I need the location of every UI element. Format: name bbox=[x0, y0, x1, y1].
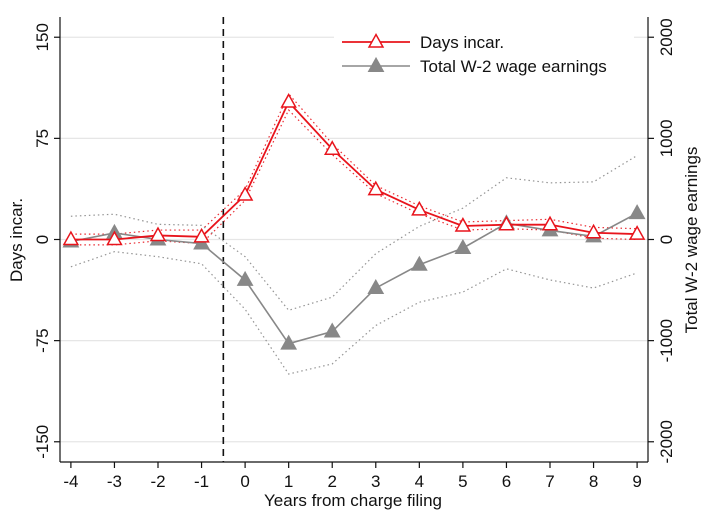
days-incar-line bbox=[70, 100, 638, 241]
legend: Days incar. Total W-2 wage earnings bbox=[334, 26, 634, 86]
y-right-tick-label: 0 bbox=[657, 235, 676, 244]
y-right-tick-label: 2000 bbox=[657, 18, 676, 56]
y-right-tick-label: -2000 bbox=[657, 420, 676, 463]
x-tick-label: 0 bbox=[240, 472, 249, 491]
days-incar-marker bbox=[149, 226, 167, 242]
x-axis-title: Years from charge filing bbox=[264, 491, 442, 510]
days-incar-ci-upper bbox=[70, 92, 638, 235]
x-tick-label: 6 bbox=[502, 472, 511, 491]
days-incar-marker bbox=[106, 230, 123, 246]
wage-earnings-marker bbox=[323, 322, 341, 338]
x-tick-label: 8 bbox=[589, 472, 598, 491]
x-tick-label: 7 bbox=[545, 472, 554, 491]
legend-days-incar-label: Days incar. bbox=[420, 33, 504, 52]
wage-earnings-marker bbox=[280, 334, 298, 350]
legend-wage-earnings-label: Total W-2 wage earnings bbox=[420, 57, 607, 76]
x-tick-label: -4 bbox=[63, 472, 78, 491]
wage-earnings-marker bbox=[410, 255, 428, 271]
legend-box bbox=[334, 26, 634, 86]
y-axis-right-title: Total W-2 wage earnings bbox=[682, 147, 701, 334]
y-right-tick-label: 1000 bbox=[657, 119, 676, 157]
x-tick-label: 5 bbox=[458, 472, 467, 491]
days-incar-marker bbox=[236, 186, 254, 201]
wage-earnings-marker bbox=[236, 270, 254, 286]
legend-wage-earnings-marker bbox=[367, 56, 385, 72]
days-incar-marker bbox=[628, 225, 646, 240]
wage-earnings-marker bbox=[454, 239, 472, 255]
y-left-tick-label: 150 bbox=[33, 23, 52, 51]
wage-earnings-marker bbox=[628, 204, 646, 220]
x-tick-label: 4 bbox=[415, 472, 424, 491]
wage-earnings-ci-upper bbox=[70, 155, 638, 311]
days-incar-marker bbox=[323, 140, 341, 155]
y-left-tick-label: 0 bbox=[33, 235, 52, 244]
x-tick-label: -1 bbox=[194, 472, 209, 491]
confidence-interval-layer bbox=[70, 92, 638, 375]
days-incar-marker bbox=[541, 215, 559, 231]
x-tick-label: 2 bbox=[327, 472, 336, 491]
days-incar-marker bbox=[62, 230, 80, 246]
days-incar-marker bbox=[280, 92, 297, 108]
days-incar-marker bbox=[367, 180, 385, 196]
days-incar-marker bbox=[498, 215, 515, 231]
y-right-tick-label: -1000 bbox=[657, 319, 676, 362]
wage-earnings-marker bbox=[367, 278, 385, 295]
days-incar-marker bbox=[585, 223, 602, 239]
days-incar-marker bbox=[193, 227, 210, 243]
x-tick-label: -3 bbox=[107, 472, 122, 491]
x-tick-label: 9 bbox=[632, 472, 641, 491]
y-left-tick-label: -150 bbox=[33, 425, 52, 459]
wage-earnings-ci-lower bbox=[70, 251, 638, 375]
days-incar-marker bbox=[454, 217, 472, 232]
y-axis-left-title: Days incar. bbox=[7, 198, 26, 282]
y-left-tick-label: 75 bbox=[33, 129, 52, 148]
days-incar-ci-lower bbox=[70, 109, 638, 246]
x-tick-label: 1 bbox=[284, 472, 293, 491]
legend-days-incar-marker bbox=[367, 33, 385, 48]
days-incar-marker bbox=[411, 200, 428, 216]
x-tick-label: 3 bbox=[371, 472, 380, 491]
x-tick-label: -2 bbox=[150, 472, 165, 491]
series-layer bbox=[62, 92, 646, 350]
y-left-tick-label: -75 bbox=[33, 328, 52, 353]
